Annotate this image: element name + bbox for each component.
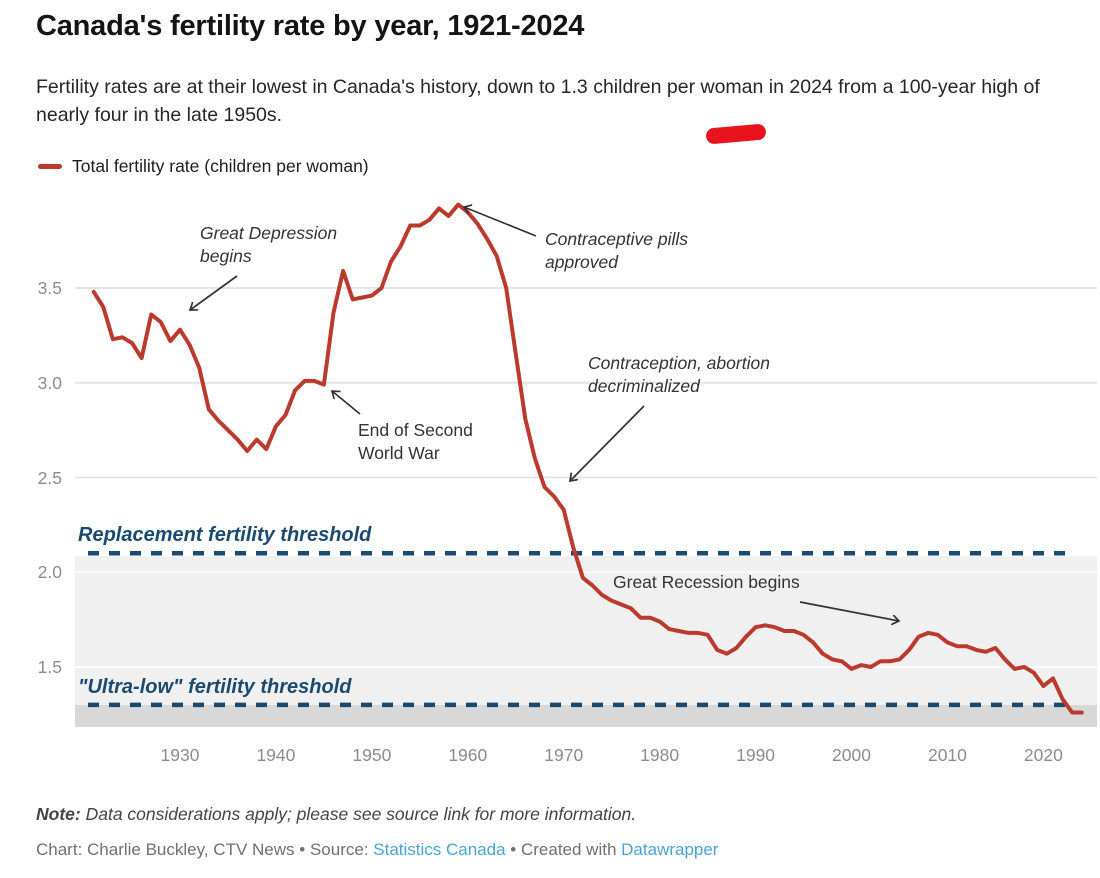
note-label: Note:: [36, 804, 81, 824]
x-axis-label: 2010: [927, 745, 967, 765]
created-with-label: Created with: [520, 840, 622, 859]
legend-line-swatch: [38, 164, 62, 169]
datawrapper-link[interactable]: Datawrapper: [621, 840, 719, 859]
annotation-arrow: [799, 601, 899, 621]
credit-separator: •: [505, 840, 521, 859]
legend: Total fertility rate (children per woman…: [38, 156, 369, 177]
y-axis-label: 2.0: [37, 562, 62, 583]
y-axis-label: 2.5: [37, 467, 62, 488]
y-axis-label: 1.5: [37, 657, 62, 677]
chart-annotation: End of Second World War: [358, 420, 473, 464]
fertility-rate-line: [91, 202, 1084, 715]
x-axis-label: 1940: [256, 745, 296, 765]
annotation-arrow: [570, 405, 645, 481]
credit-byline: Chart: Charlie Buckley, CTV News: [36, 840, 295, 859]
note-text: Data considerations apply; please see so…: [80, 804, 637, 824]
x-axis-label: 1990: [736, 745, 776, 765]
chart-note: Note: Data considerations apply; please …: [36, 804, 636, 825]
legend-label: Total fertility rate (children per woman…: [72, 156, 369, 176]
chart-annotation: Contraception, abortion decriminalized: [588, 353, 770, 397]
y-axis-label: 3.5: [37, 278, 62, 298]
page-title: Canada's fertility rate by year, 1921-20…: [36, 10, 585, 42]
annotation-arrow: [190, 275, 238, 310]
threshold-label-ultra-low: "Ultra-low" fertility threshold: [78, 676, 352, 698]
x-axis-label: 1970: [544, 745, 584, 765]
x-axis-label: 2020: [1023, 745, 1063, 765]
x-axis-label: 1960: [448, 745, 488, 765]
y-axis-label: 3.0: [37, 372, 62, 393]
threshold-label-replacement: Replacement fertility threshold: [78, 524, 372, 546]
chart-annotation: Great Depression begins: [200, 223, 338, 267]
source-link[interactable]: Statistics Canada: [373, 840, 506, 859]
band-below-ultra-low: [75, 704, 1097, 727]
annotation-arrow: [332, 391, 361, 415]
x-axis-label: 1980: [640, 745, 680, 765]
x-axis-label: 2000: [832, 745, 871, 765]
chart-credit: Chart: Charlie Buckley, CTV News • Sourc…: [36, 840, 718, 860]
chart-annotation: Contraceptive pills approved: [545, 229, 688, 273]
x-axis-label: 1950: [352, 745, 392, 765]
page-subtitle: Fertility rates are at their lowest in C…: [36, 76, 1040, 126]
annotation-arrow: [464, 207, 537, 237]
source-label: Source:: [309, 840, 374, 859]
x-axis-label: 1930: [160, 745, 200, 765]
chart-annotation: Great Recession begins: [613, 572, 800, 592]
credit-separator: •: [294, 840, 310, 859]
